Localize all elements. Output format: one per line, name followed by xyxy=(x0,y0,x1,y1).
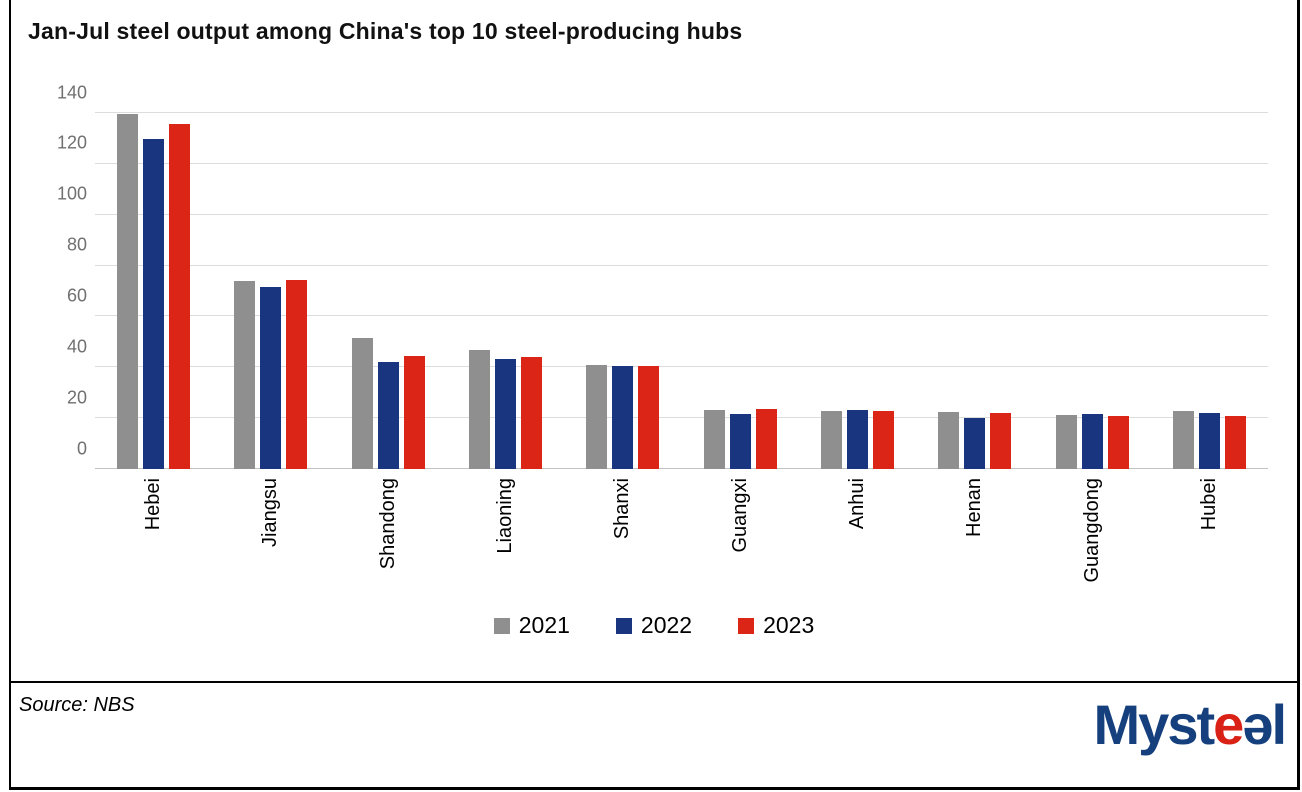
bar-hubei-2022 xyxy=(1198,412,1220,469)
x-axis-label-anhui: Anhui xyxy=(845,478,868,530)
x-axis-label-henan: Henan xyxy=(963,478,986,537)
bar-guangxi-2023 xyxy=(755,409,777,469)
bar-guangxi-2022 xyxy=(729,413,751,469)
bar-anhui-2022 xyxy=(846,410,868,469)
gridline-y-0 xyxy=(95,468,1268,469)
y-axis-tick-label: 40 xyxy=(66,336,87,357)
bar-hebei-2023 xyxy=(169,124,191,469)
x-axis-cell: Shanxi xyxy=(564,478,681,612)
footer: Source: NBS Mysteəl xyxy=(11,683,1297,787)
bar-shandong-2021 xyxy=(351,338,373,469)
x-axis-label-shandong: Shandong xyxy=(376,478,399,570)
bar-anhui-2021 xyxy=(820,411,842,469)
legend-item-2022: 2022 xyxy=(615,612,693,639)
logo-text-part4: l xyxy=(1271,693,1287,756)
x-axis-label-hebei: Hebei xyxy=(142,478,165,531)
bar-shandong-2023 xyxy=(403,355,425,469)
bar-liaoning-2021 xyxy=(469,349,491,469)
bar-liaoning-2022 xyxy=(495,358,517,469)
x-axis-cell: Shandong xyxy=(330,478,447,612)
x-axis-label-guangxi: Guangxi xyxy=(728,478,751,553)
bar-guangxi-2021 xyxy=(703,410,725,469)
x-axis-label-guangdong: Guangdong xyxy=(1080,478,1103,583)
x-axis-cell: Hubei xyxy=(1151,478,1268,612)
bar-jiangsu-2022 xyxy=(260,287,282,469)
bar-hebei-2021 xyxy=(117,114,139,469)
chart-card: Jan-Jul steel output among China's top 1… xyxy=(9,0,1300,790)
bar-shanxi-2023 xyxy=(638,366,660,469)
bar-jiangsu-2023 xyxy=(286,280,308,469)
y-axis-tick-label: 20 xyxy=(66,387,87,408)
logo-blue-e-icon: ə xyxy=(1242,693,1273,756)
bar-hubei-2023 xyxy=(1224,415,1246,469)
legend-label: 2022 xyxy=(640,612,693,638)
bar-liaoning-2023 xyxy=(521,356,543,469)
x-axis-label-jiangsu: Jiangsu xyxy=(259,478,282,547)
bar-group-hubei xyxy=(1151,113,1268,469)
y-axis-tick-label: 120 xyxy=(56,132,87,153)
bar-group-shandong xyxy=(330,113,447,469)
gridline-y-40 xyxy=(95,366,1268,368)
y-axis-tick-label: 100 xyxy=(56,183,87,204)
bar-henan-2022 xyxy=(964,418,986,469)
bar-shanxi-2022 xyxy=(612,365,634,469)
bar-group-anhui xyxy=(799,113,916,469)
legend: 2021 2022 2023 xyxy=(11,612,1297,639)
bar-group-liaoning xyxy=(447,113,564,469)
gridline-y-140 xyxy=(95,112,1268,113)
x-axis-cell: Henan xyxy=(916,478,1033,612)
bar-shandong-2022 xyxy=(377,361,399,469)
legend-label: 2021 xyxy=(518,612,570,638)
x-axis-cell: Guangdong xyxy=(1033,478,1150,612)
plot-area: 0 20 40 60 80 100 120 140 xyxy=(57,82,1268,469)
bar-group-hebei xyxy=(95,113,212,469)
bar-group-guangdong xyxy=(1033,113,1150,469)
bar-hubei-2021 xyxy=(1172,410,1194,469)
bar-henan-2023 xyxy=(990,412,1012,469)
footer-divider xyxy=(11,681,1297,683)
bar-henan-2021 xyxy=(938,412,960,469)
logo-text-part1: Myst xyxy=(1093,693,1216,756)
x-axis-cell: Jiangsu xyxy=(212,478,329,612)
y-axis-tick-label: 0 xyxy=(76,438,87,458)
bar-group-jiangsu xyxy=(212,113,329,469)
bar-shanxi-2021 xyxy=(586,364,608,469)
legend-swatch-icon xyxy=(615,617,632,634)
bar-group-henan xyxy=(916,113,1033,469)
y-axis-tick-label: 140 xyxy=(56,82,87,102)
bar-anhui-2023 xyxy=(872,411,894,469)
bar-group-guangxi xyxy=(681,113,798,469)
legend-swatch-icon xyxy=(738,617,755,634)
x-axis-cell: Hebei xyxy=(95,478,212,612)
gridline-y-100 xyxy=(95,213,1268,215)
bar-jiangsu-2021 xyxy=(234,281,256,469)
x-axis-cell: Guangxi xyxy=(681,478,798,612)
x-axis-label-shanxi: Shanxi xyxy=(611,478,634,540)
gridline-y-120 xyxy=(95,162,1268,164)
legend-label: 2023 xyxy=(763,612,815,638)
x-axis-labels: Hebei Jiangsu Shandong Liaoning Shanxi Guangx… xyxy=(95,478,1268,612)
chart-title: Jan-Jul steel output among China's top 1… xyxy=(28,18,743,44)
bar-guangdong-2023 xyxy=(1107,415,1129,469)
gridline-y-60 xyxy=(95,315,1268,317)
legend-item-2023: 2023 xyxy=(738,612,814,639)
gridline-y-20 xyxy=(95,417,1268,419)
x-axis-cell: Liaoning xyxy=(447,478,564,612)
x-axis-cell: Anhui xyxy=(799,478,916,612)
bar-guangdong-2022 xyxy=(1081,414,1103,469)
y-axis-tick-label: 60 xyxy=(66,285,87,306)
bar-hebei-2022 xyxy=(143,138,165,469)
x-axis-label-liaoning: Liaoning xyxy=(494,478,517,554)
source-label: Source: NBS xyxy=(19,694,135,716)
legend-swatch-icon xyxy=(493,617,510,634)
bar-guangdong-2021 xyxy=(1055,415,1077,469)
legend-item-2021: 2021 xyxy=(493,612,570,639)
logo-red-e-icon: e xyxy=(1213,693,1244,756)
gridline-y-80 xyxy=(95,264,1268,266)
y-axis-tick-label: 80 xyxy=(66,234,87,255)
bar-group-shanxi xyxy=(564,113,681,469)
mysteel-logo: Mysteəl xyxy=(1094,697,1287,753)
bar-groups xyxy=(95,113,1268,469)
x-axis-label-hubei: Hubei xyxy=(1197,478,1220,531)
